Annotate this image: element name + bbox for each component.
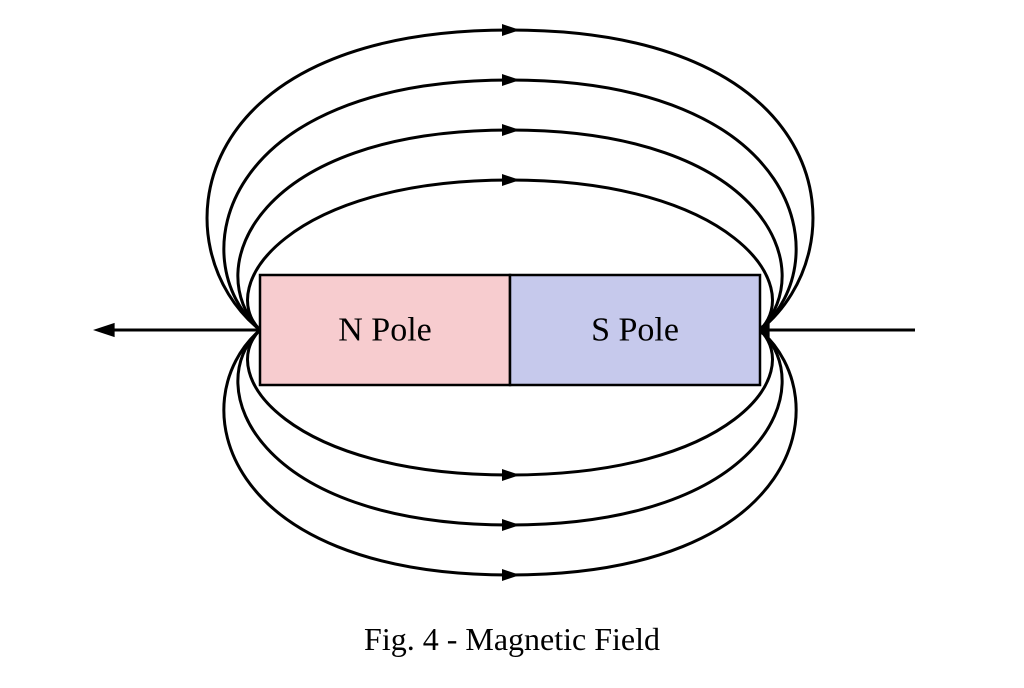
- figure-caption: Fig. 4 - Magnetic Field: [364, 621, 660, 657]
- magnetic-field-diagram: N Pole S Pole Fig. 4 - Magnetic Field: [0, 0, 1024, 688]
- south-pole-label: S Pole: [591, 312, 679, 349]
- north-pole-label: N Pole: [338, 312, 432, 349]
